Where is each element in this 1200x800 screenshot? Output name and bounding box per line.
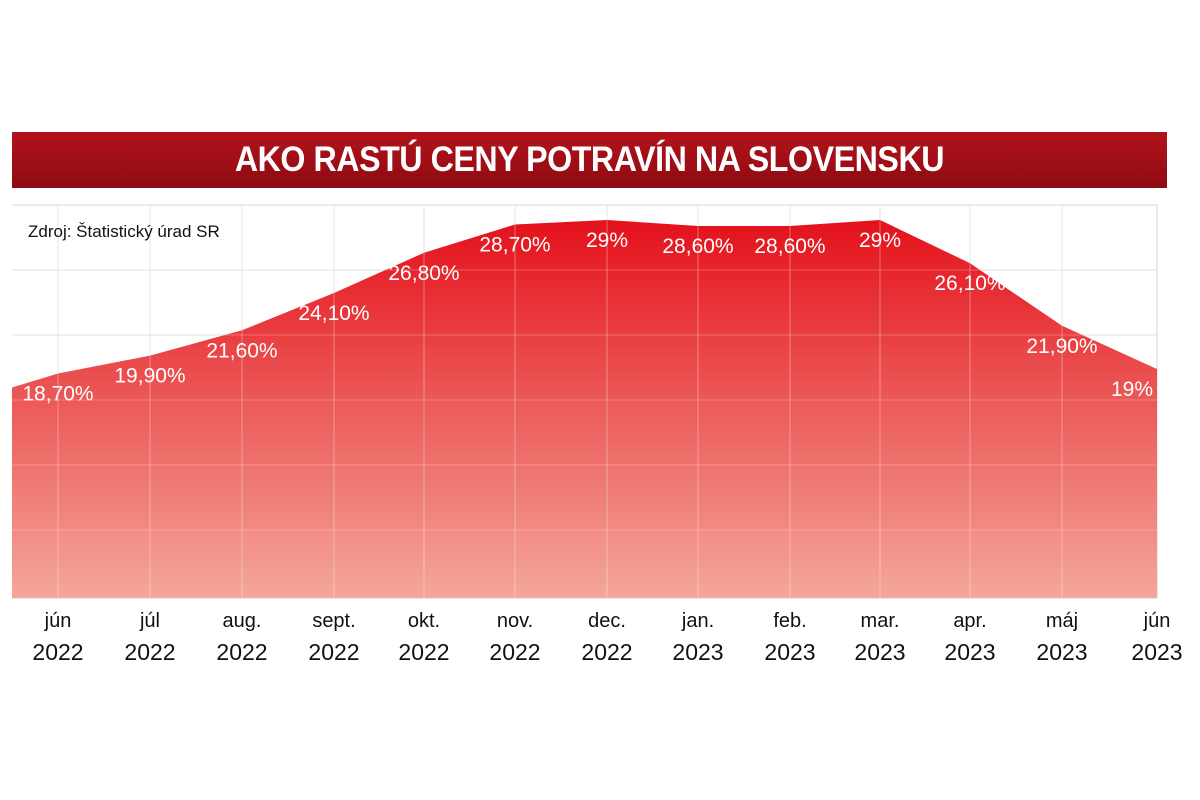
chart-title-bar: AKO RASTÚ CENY POTRAVÍN NA SLOVENSKU [12,132,1167,188]
area-series [12,220,1157,598]
x-tick-label-year: 2022 [216,639,267,665]
x-tick-label-year: 2022 [398,639,449,665]
data-labels: 18,70% 19,90% 21,60% 24,10% 26,80% 28,70% 29% 2… [22,229,1153,405]
x-tick-label-year: 2023 [1131,639,1182,665]
x-tick-label-year: 2023 [764,639,815,665]
data-label: 26,10% [934,272,1005,295]
x-tick-label-year: 2023 [944,639,995,665]
x-axis-labels: jún 2022 júl 2022 aug. 2022 sept. 2022 okt. 2022 n… [32,610,1182,665]
x-tick-label-month: jún [44,610,72,632]
data-label: 26,80% [388,262,459,285]
data-label: 29% [859,229,901,252]
x-tick-label-year: 2022 [489,639,540,665]
x-tick-label-year: 2022 [308,639,359,665]
data-label: 19% [1111,378,1153,401]
x-tick-label-year: 2023 [1036,639,1087,665]
x-tick-label-month: jan. [681,610,714,632]
x-tick-label-year: 2022 [32,639,83,665]
x-tick-label-year: 2023 [672,639,723,665]
x-tick-label-month: mar. [861,610,900,632]
data-label: 29% [586,229,628,252]
data-label: 24,10% [298,302,369,325]
data-label: 19,90% [114,365,185,388]
data-label: 18,70% [22,382,93,405]
x-tick-label-year: 2022 [581,639,632,665]
x-tick-label-month: júl [139,610,160,632]
x-tick-label-year: 2023 [854,639,905,665]
x-tick-label-month: nov. [497,610,533,632]
data-label: 28,60% [662,235,733,258]
x-tick-label-month: aug. [223,610,262,632]
data-label: 28,60% [754,235,825,258]
x-tick-label-month: máj [1046,610,1078,632]
x-tick-label-month: okt. [408,610,440,632]
source-note: Zdroj: Štatistický úrad SR [28,222,220,241]
data-label: 28,70% [479,233,550,256]
x-tick-label-month: dec. [588,610,626,632]
x-tick-label-year: 2022 [124,639,175,665]
data-label: 21,60% [206,339,277,362]
x-tick-label-month: sept. [312,610,355,632]
data-label: 21,90% [1026,335,1097,358]
chart-title: AKO RASTÚ CENY POTRAVÍN NA SLOVENSKU [234,140,945,179]
grid-overlay [12,205,1157,598]
x-tick-label-month: feb. [773,610,806,632]
x-tick-label-month: apr. [953,610,986,632]
x-tick-label-month: jún [1143,610,1171,632]
